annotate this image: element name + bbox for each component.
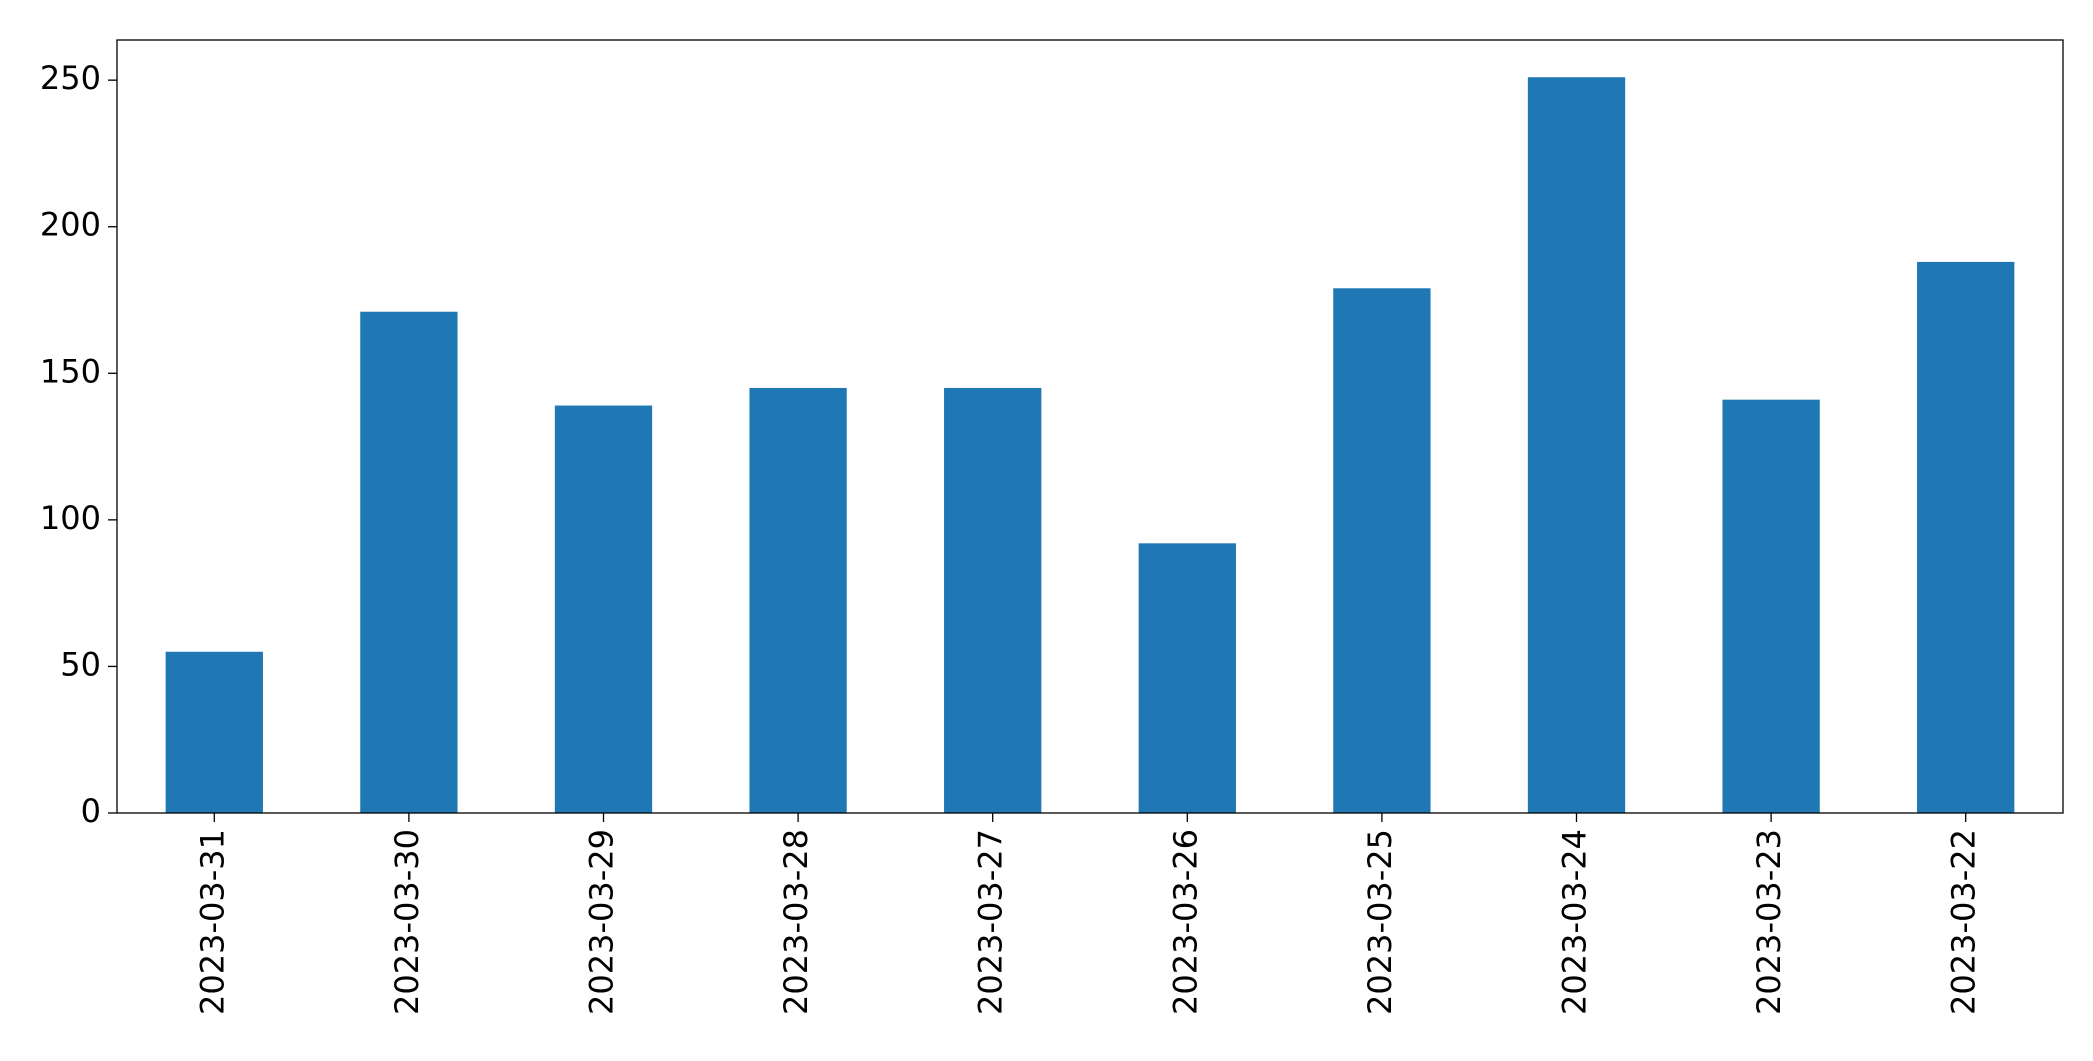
x-tick-label: 2023-03-25 bbox=[1361, 829, 1399, 1015]
bar bbox=[944, 387, 1042, 813]
bar bbox=[1138, 543, 1236, 813]
x-tick-label: 2023-03-24 bbox=[1556, 829, 1594, 1015]
x-tick-label: 2023-03-22 bbox=[1945, 829, 1983, 1015]
x-tick-label: 2023-03-26 bbox=[1166, 829, 1204, 1015]
y-tick-label: 50 bbox=[60, 645, 101, 683]
x-tick-label: 2023-03-30 bbox=[388, 829, 426, 1015]
bar bbox=[1917, 261, 2015, 813]
x-tick-label: 2023-03-28 bbox=[777, 829, 815, 1015]
bar bbox=[1333, 288, 1431, 813]
bar bbox=[554, 405, 653, 813]
y-tick-label: 200 bbox=[40, 206, 101, 244]
x-tick-label: 2023-03-23 bbox=[1750, 829, 1788, 1015]
bar bbox=[165, 651, 263, 813]
y-tick-label: 0 bbox=[81, 792, 101, 830]
x-tick-label: 2023-03-27 bbox=[972, 829, 1010, 1015]
bar bbox=[1722, 399, 1820, 813]
y-tick-label: 250 bbox=[40, 59, 101, 97]
y-tick-label: 150 bbox=[40, 352, 101, 390]
bar bbox=[749, 387, 847, 813]
x-tick-label: 2023-03-31 bbox=[193, 829, 231, 1015]
plot-frame bbox=[116, 39, 2064, 814]
bar bbox=[360, 311, 458, 813]
x-tick-label: 2023-03-29 bbox=[583, 829, 621, 1015]
y-tick-label: 100 bbox=[40, 499, 101, 537]
bar bbox=[1527, 77, 1626, 814]
